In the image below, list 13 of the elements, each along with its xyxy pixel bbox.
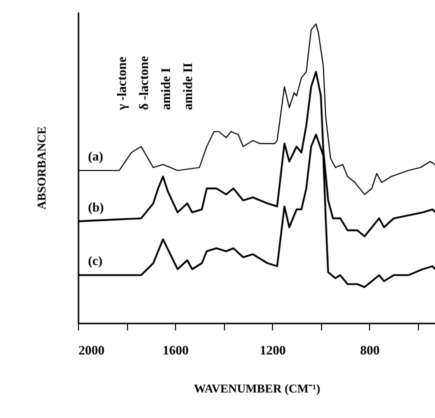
x-axis-title: WAVENUMBER (CM⁻¹) bbox=[194, 382, 320, 396]
annotation: amide I bbox=[158, 68, 173, 110]
annotation: γ -lactone bbox=[114, 56, 129, 111]
series-label: (a) bbox=[88, 148, 104, 164]
x-tick-label: 2000 bbox=[78, 342, 104, 358]
series-label: (b) bbox=[88, 199, 104, 214]
x-tick-label: 1600 bbox=[162, 342, 189, 358]
x-tick-label: 1200 bbox=[260, 342, 286, 358]
x-tick-label: 800 bbox=[360, 342, 380, 358]
annotation: amide II bbox=[180, 62, 195, 110]
annotation: δ -lactone bbox=[136, 56, 151, 110]
series-label: (c) bbox=[88, 253, 102, 268]
y-axis-title: ABSORBANCE bbox=[34, 126, 48, 210]
